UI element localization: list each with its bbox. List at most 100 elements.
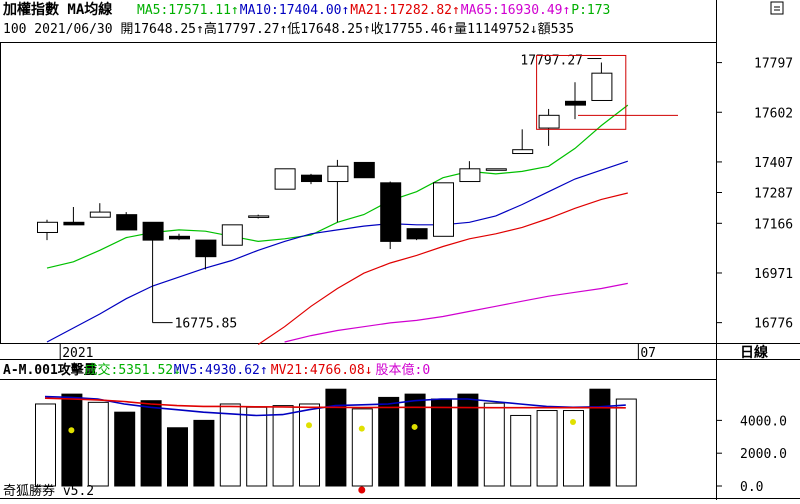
candle-body-down (142, 221, 164, 241)
volume-line-mv5 (44, 395, 626, 417)
candle-body-up (591, 72, 613, 101)
volume-bar-15 (431, 398, 452, 487)
volume-yellow-dot-3 (411, 423, 418, 430)
volume-bar-12 (351, 408, 373, 487)
candle-2 (89, 203, 111, 218)
candle-body-up (538, 114, 560, 129)
volume-legend-item-3: MV21:4766.08↓ (271, 363, 373, 378)
candle-17 (485, 168, 507, 171)
candle-body-up (512, 149, 534, 155)
volume-y-tick-label-1: 2000.0 (740, 447, 787, 462)
candle-15 (433, 182, 454, 237)
date-label-1: 07 (640, 346, 656, 361)
volume-bar-2 (87, 401, 109, 487)
volume-bar-4 (140, 400, 162, 487)
volume-legend-item-4: 股本億:0 (376, 362, 431, 378)
candle-body-up (248, 215, 270, 218)
candle-16 (459, 161, 481, 183)
price-y-tick-label-6: 16776 (754, 317, 793, 332)
candle-body-up (89, 211, 111, 218)
date-axis: 2021 07 (59, 344, 656, 361)
volume-plot (35, 388, 637, 494)
candle-13 (380, 181, 402, 250)
high-annotation: 17797.27 (520, 54, 583, 69)
volume-bar-19 (536, 410, 558, 487)
candle-body-down (301, 174, 322, 183)
volume-legend-item-1: 成交:5351.52↓ (85, 362, 181, 378)
volume-bar-9 (272, 405, 294, 487)
volume-bar-20 (563, 410, 584, 487)
candle-body-up (327, 165, 349, 183)
volume-y-tick-label-0: 4000.0 (740, 414, 787, 429)
candle-body-down (195, 239, 217, 258)
candle-3 (116, 212, 138, 231)
volume-line-mv21 (44, 397, 626, 409)
restore-icon[interactable] (770, 1, 784, 15)
ma-legend-item-4: P:173 (571, 3, 610, 18)
ohlc-info: 100 2021/06/30 開17648.25↑高17797.27↑低1764… (3, 21, 574, 37)
candle-body-up (459, 168, 481, 183)
volume-yellow-dot-1 (306, 422, 312, 429)
candle-body-down (63, 221, 85, 226)
chart-title: 加權指數 MA均線 (2, 1, 112, 18)
window-buttons[interactable] (770, 1, 784, 15)
candle-21 (591, 62, 613, 101)
period-label: 日線 (740, 344, 768, 361)
candle-body-down (380, 182, 402, 242)
candle-body-down (565, 100, 586, 106)
volume-bar-13 (378, 396, 400, 487)
candle-body-down (406, 228, 428, 240)
candle-4 (142, 221, 164, 323)
volume-bar-11 (325, 388, 347, 487)
candle-body-up (221, 224, 243, 246)
low-annotation: 16775.85 (175, 317, 238, 332)
volume-yellow-dot-2 (358, 425, 365, 432)
ma-legend-item-0: MA5:17571.11↑ (137, 3, 239, 18)
volume-bar-6 (193, 419, 215, 487)
ma-legend-item-2: MA21:17282.82↑ (350, 3, 460, 18)
volume-legend-item-2: MV5:4930.62↑ (174, 363, 268, 378)
candle-11 (327, 159, 349, 223)
volume-bar-10 (299, 403, 320, 487)
volume-y-axis: 4000.0 2000.0 0.0 (716, 414, 787, 495)
volume-bar-17 (483, 402, 505, 487)
candle-0 (37, 219, 58, 241)
candle-10 (301, 173, 322, 185)
ma-line-ma21 (257, 192, 628, 345)
price-y-tick-label-5: 16971 (754, 267, 793, 282)
volume-bar-8 (246, 406, 268, 487)
volume-y-tick-label-2: 0.0 (740, 480, 763, 495)
ma-legend: MA5:17571.11↑ MA10:17404.00↑ MA21:17282.82… (137, 3, 610, 18)
candle-body-down (169, 235, 190, 240)
candle-body-down (116, 214, 138, 231)
price-y-tick-label-4: 17166 (754, 217, 793, 232)
price-y-tick-label-1: 17602 (754, 106, 793, 121)
candle-6 (195, 239, 217, 270)
ma-line-ma10 (46, 160, 628, 343)
volume-bar-18 (510, 414, 532, 487)
volume-bar-3 (114, 411, 136, 487)
volume-bar-1 (61, 393, 83, 487)
brand-label: 奇狐勝券 v5.2 (3, 483, 94, 499)
candle-5 (169, 233, 190, 241)
volume-bar-5 (167, 427, 188, 487)
volume-red-dot (358, 486, 366, 494)
price-y-tick-label-3: 17287 (754, 186, 793, 201)
price-plot: 17797.27 16775.85 (37, 54, 678, 345)
price-y-tick-label-2: 17407 (754, 156, 793, 171)
volume-bar-14 (404, 393, 426, 487)
candle-body-up (433, 182, 454, 237)
volume-bar-21 (589, 388, 611, 487)
candle-1 (63, 207, 85, 226)
volume-bar-16 (457, 393, 479, 487)
highlight-box (536, 54, 627, 130)
ma-line-ma65 (284, 282, 628, 343)
candle-12 (353, 161, 375, 179)
volume-yellow-dot-4 (570, 419, 576, 426)
candle-20 (565, 82, 586, 120)
candle-18 (512, 129, 534, 155)
candle-body-up (274, 168, 296, 190)
volume-yellow-dot-0 (68, 427, 75, 434)
